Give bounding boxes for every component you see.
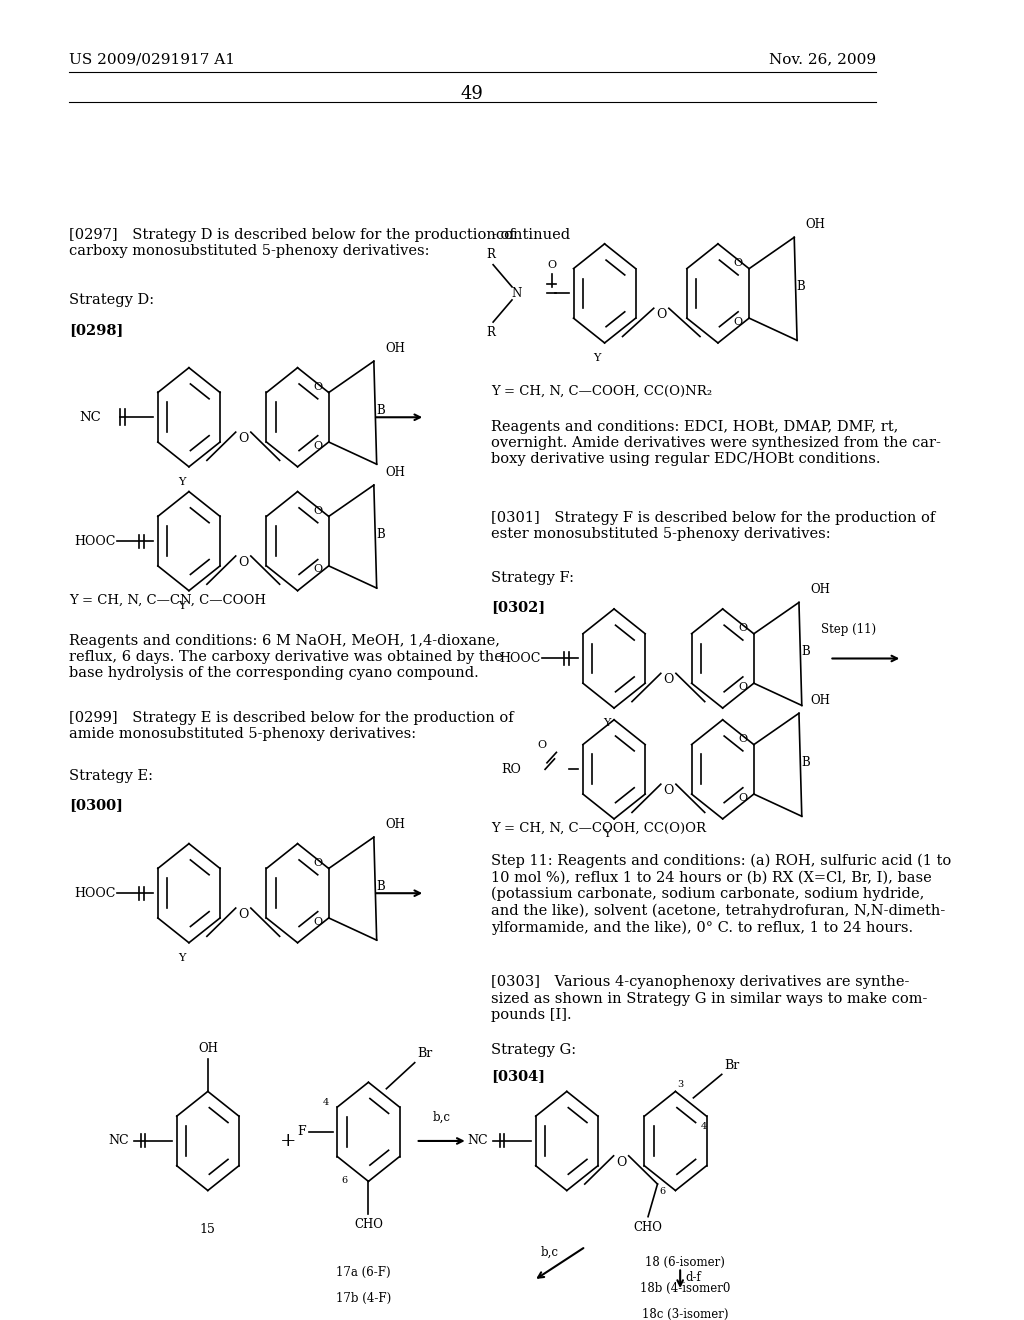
Text: Reagents and conditions: 6 M NaOH, MeOH, 1,4-dioxane,
reflux, 6 days. The carbox: Reagents and conditions: 6 M NaOH, MeOH,… xyxy=(69,634,503,680)
Text: O: O xyxy=(656,309,667,321)
Text: Y: Y xyxy=(593,354,601,363)
Text: O: O xyxy=(238,908,249,921)
Text: Y = CH, N, C—COOH, CC(O)NR₂: Y = CH, N, C—COOH, CC(O)NR₂ xyxy=(492,384,713,397)
Text: R: R xyxy=(485,248,495,261)
Text: Nov. 26, 2009: Nov. 26, 2009 xyxy=(769,53,876,66)
Text: O: O xyxy=(313,441,322,450)
Text: Strategy F:: Strategy F: xyxy=(492,572,574,585)
Text: b,c: b,c xyxy=(541,1245,558,1258)
Text: B: B xyxy=(376,404,385,417)
Text: Reagents and conditions: EDCI, HOBt, DMAP, DMF, rt,
overnight. Amide derivatives: Reagents and conditions: EDCI, HOBt, DMA… xyxy=(492,420,941,466)
Text: Br: Br xyxy=(725,1059,739,1072)
Text: CHO: CHO xyxy=(354,1218,383,1230)
Text: O: O xyxy=(616,1156,627,1168)
Text: O: O xyxy=(238,556,249,569)
Text: 18c (3-isomer): 18c (3-isomer) xyxy=(642,1308,728,1320)
Text: [0299] Strategy E is described below for the production of
amide monosubstituted: [0299] Strategy E is described below for… xyxy=(69,710,514,741)
Text: O: O xyxy=(738,623,748,634)
Text: 17b (4-F): 17b (4-F) xyxy=(336,1292,391,1305)
Text: O: O xyxy=(738,792,748,803)
Text: b,c: b,c xyxy=(433,1111,452,1125)
Text: 18b (4-isomer0: 18b (4-isomer0 xyxy=(640,1282,730,1295)
Text: 4: 4 xyxy=(323,1098,329,1106)
Text: 3: 3 xyxy=(677,1080,684,1089)
Text: Y: Y xyxy=(178,478,185,487)
Text: 4: 4 xyxy=(700,1122,707,1131)
Text: O: O xyxy=(733,257,742,268)
Text: [0304]: [0304] xyxy=(492,1069,546,1084)
Text: F: F xyxy=(297,1126,306,1138)
Text: OH: OH xyxy=(810,583,830,595)
Text: [0300]: [0300] xyxy=(69,799,123,812)
Text: O: O xyxy=(313,506,322,516)
Text: 18 (6-isomer): 18 (6-isomer) xyxy=(645,1255,725,1269)
Text: O: O xyxy=(664,784,674,797)
Text: CHO: CHO xyxy=(634,1221,663,1234)
Text: O: O xyxy=(738,682,748,692)
Text: B: B xyxy=(801,645,810,659)
Text: O: O xyxy=(313,381,322,392)
Text: [0302]: [0302] xyxy=(492,599,546,614)
Text: 6: 6 xyxy=(659,1187,666,1196)
Text: HOOC: HOOC xyxy=(74,887,116,900)
Text: Y = CH, N, C—COOH, CC(O)OR: Y = CH, N, C—COOH, CC(O)OR xyxy=(492,821,707,834)
Text: OH: OH xyxy=(810,694,830,706)
Text: Strategy G:: Strategy G: xyxy=(492,1043,577,1057)
Text: O: O xyxy=(238,432,249,445)
Text: RO: RO xyxy=(502,763,521,776)
Text: 49: 49 xyxy=(461,84,483,103)
Text: 17a (6-F): 17a (6-F) xyxy=(337,1266,391,1279)
Text: d-f: d-f xyxy=(685,1271,700,1284)
Text: Y: Y xyxy=(603,718,610,729)
Text: +: + xyxy=(280,1133,296,1150)
Text: 6: 6 xyxy=(342,1176,348,1185)
Text: US 2009/0291917 A1: US 2009/0291917 A1 xyxy=(69,53,234,66)
Text: O: O xyxy=(547,260,556,269)
Text: NC: NC xyxy=(79,411,101,424)
Text: B: B xyxy=(376,528,385,541)
Text: [0303] Various 4-cyanophenoxy derivatives are synthe-
sized as shown in Strategy: [0303] Various 4-cyanophenoxy derivative… xyxy=(492,975,928,1022)
Text: HOOC: HOOC xyxy=(499,652,541,665)
Text: [0297] Strategy D is described below for the production of
carboxy monosubstitut: [0297] Strategy D is described below for… xyxy=(69,228,515,259)
Text: Step (11): Step (11) xyxy=(821,623,876,636)
Text: O: O xyxy=(313,858,322,867)
Text: O: O xyxy=(313,916,322,927)
Text: Y = CH, N, C—CN, C—COOH: Y = CH, N, C—CN, C—COOH xyxy=(69,593,266,606)
Text: Y: Y xyxy=(178,953,185,964)
Text: O: O xyxy=(538,739,547,750)
Text: 15: 15 xyxy=(200,1224,216,1236)
Text: [0301] Strategy F is described below for the production of
ester monosubstituted: [0301] Strategy F is described below for… xyxy=(492,511,936,541)
Text: R: R xyxy=(485,326,495,339)
Text: O: O xyxy=(738,734,748,744)
Text: B: B xyxy=(376,880,385,894)
Text: Y: Y xyxy=(178,601,185,611)
Text: [0298]: [0298] xyxy=(69,323,123,338)
Text: Strategy D:: Strategy D: xyxy=(69,293,154,308)
Text: N: N xyxy=(512,286,522,300)
Text: HOOC: HOOC xyxy=(74,535,116,548)
Text: OH: OH xyxy=(385,342,406,355)
Text: O: O xyxy=(313,565,322,574)
Text: Step 11: Reagents and conditions: (a) ROH, sulfuric acid (1 to
10 mol %), reflux: Step 11: Reagents and conditions: (a) RO… xyxy=(492,854,951,935)
Text: B: B xyxy=(797,280,805,293)
Text: O: O xyxy=(664,673,674,686)
Text: O: O xyxy=(733,317,742,326)
Text: B: B xyxy=(801,756,810,770)
Text: OH: OH xyxy=(198,1041,218,1055)
Text: OH: OH xyxy=(806,218,825,231)
Text: Y: Y xyxy=(603,829,610,840)
Text: Strategy E:: Strategy E: xyxy=(69,770,153,783)
Text: NC: NC xyxy=(468,1134,488,1147)
Text: Br: Br xyxy=(418,1047,433,1060)
Text: OH: OH xyxy=(385,466,406,479)
Text: NC: NC xyxy=(109,1134,129,1147)
Text: -continued: -continued xyxy=(492,228,570,242)
Text: OH: OH xyxy=(385,817,406,830)
